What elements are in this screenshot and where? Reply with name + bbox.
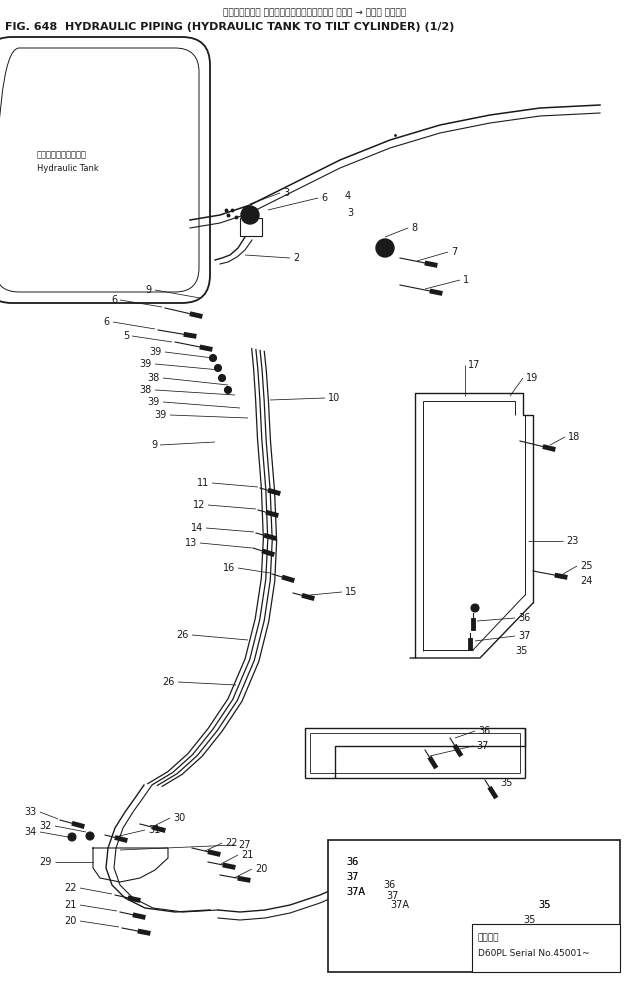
Circle shape xyxy=(224,387,231,394)
Text: 20: 20 xyxy=(255,864,267,874)
Text: 6: 6 xyxy=(321,193,327,203)
Text: ハイドロリックタンク: ハイドロリックタンク xyxy=(37,150,87,159)
Text: 10: 10 xyxy=(328,393,340,403)
Text: 23: 23 xyxy=(566,536,578,546)
Text: 24: 24 xyxy=(580,576,592,586)
Text: 39: 39 xyxy=(155,410,167,420)
Text: 14: 14 xyxy=(191,523,203,533)
Text: 5: 5 xyxy=(123,331,129,341)
Text: 35: 35 xyxy=(538,900,551,910)
Circle shape xyxy=(381,244,389,252)
Text: 37A: 37A xyxy=(346,887,365,897)
Text: 12: 12 xyxy=(193,500,205,510)
Text: 6: 6 xyxy=(104,317,110,327)
Circle shape xyxy=(210,355,217,361)
Text: 35: 35 xyxy=(538,900,551,910)
Text: 39: 39 xyxy=(140,359,152,369)
Bar xyxy=(240,218,262,236)
Text: 16: 16 xyxy=(223,563,235,573)
Text: 39: 39 xyxy=(148,397,160,407)
Text: 4: 4 xyxy=(345,191,351,201)
Text: 15: 15 xyxy=(345,587,357,597)
Text: 35: 35 xyxy=(523,915,536,925)
Text: FIG. 648  HYDRAULIC PIPING (HYDRAULIC TANK TO TILT CYLINDER) (1/2): FIG. 648 HYDRAULIC PIPING (HYDRAULIC TAN… xyxy=(5,22,454,32)
Circle shape xyxy=(219,374,226,381)
Text: 8: 8 xyxy=(411,223,417,233)
Text: 29: 29 xyxy=(40,857,52,867)
Text: 35: 35 xyxy=(500,778,512,788)
Text: D60PL Serial No.45001~: D60PL Serial No.45001~ xyxy=(478,950,590,958)
Text: 37: 37 xyxy=(386,891,398,901)
Text: 33: 33 xyxy=(25,807,37,817)
Text: 28: 28 xyxy=(403,850,415,860)
Text: ハイドロリック パイピング　ハイドロリック タンク → チルト シリンダ: ハイドロリック パイピング ハイドロリック タンク → チルト シリンダ xyxy=(224,8,406,17)
Text: 36: 36 xyxy=(383,880,395,890)
Polygon shape xyxy=(93,848,168,882)
Text: 36: 36 xyxy=(346,857,358,867)
Text: 9: 9 xyxy=(151,440,157,450)
Circle shape xyxy=(68,833,76,841)
FancyBboxPatch shape xyxy=(0,37,210,303)
Text: 36: 36 xyxy=(346,857,358,867)
Circle shape xyxy=(385,896,395,906)
Text: 適用号機: 適用号機 xyxy=(478,934,500,943)
Text: 26: 26 xyxy=(163,677,175,687)
Text: 18: 18 xyxy=(568,432,580,442)
Bar xyxy=(328,840,620,972)
Text: 31: 31 xyxy=(148,825,160,835)
Text: 32: 32 xyxy=(40,821,52,831)
Text: 30: 30 xyxy=(173,813,185,823)
Text: 36: 36 xyxy=(478,726,490,736)
Text: 38: 38 xyxy=(140,385,152,395)
Text: 3: 3 xyxy=(283,188,289,198)
Text: 20: 20 xyxy=(65,916,77,926)
Text: 21: 21 xyxy=(241,850,253,860)
Text: 37A: 37A xyxy=(390,900,409,910)
Text: 25: 25 xyxy=(580,561,592,571)
Circle shape xyxy=(214,364,222,371)
Text: 22: 22 xyxy=(64,883,77,893)
Circle shape xyxy=(241,206,259,224)
Text: 11: 11 xyxy=(197,478,209,488)
Text: 21: 21 xyxy=(65,900,77,910)
Text: 2: 2 xyxy=(293,253,299,263)
Bar xyxy=(472,924,620,972)
Text: 38: 38 xyxy=(148,373,160,383)
Text: 37: 37 xyxy=(476,741,488,751)
Circle shape xyxy=(471,604,479,612)
Text: 37: 37 xyxy=(518,631,530,641)
Text: 1: 1 xyxy=(463,275,469,285)
Text: 37: 37 xyxy=(346,872,358,882)
Text: 6: 6 xyxy=(111,295,117,305)
Text: 22: 22 xyxy=(225,838,238,848)
Text: 26: 26 xyxy=(176,630,189,640)
Text: 37A: 37A xyxy=(346,887,365,897)
Text: 17: 17 xyxy=(468,360,480,370)
Circle shape xyxy=(376,239,394,257)
Text: 13: 13 xyxy=(185,538,197,548)
Text: 39: 39 xyxy=(150,347,162,357)
Text: 3: 3 xyxy=(347,208,353,218)
Text: 19: 19 xyxy=(526,373,538,383)
Circle shape xyxy=(442,898,452,908)
Circle shape xyxy=(86,832,94,840)
Text: 7: 7 xyxy=(451,247,457,257)
Text: 36: 36 xyxy=(518,613,530,623)
Text: Hydraulic Tank: Hydraulic Tank xyxy=(37,163,99,173)
Text: 34: 34 xyxy=(25,827,37,837)
Text: 37: 37 xyxy=(346,872,358,882)
Text: 27: 27 xyxy=(238,840,251,850)
Text: 35: 35 xyxy=(515,646,527,656)
Circle shape xyxy=(246,211,254,219)
Text: 9: 9 xyxy=(146,285,152,295)
